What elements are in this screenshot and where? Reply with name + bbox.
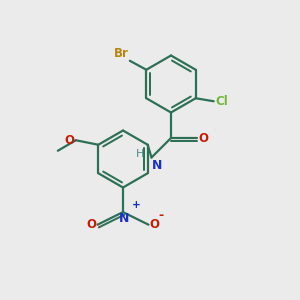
Text: N: N [152,159,162,172]
Text: O: O [198,131,208,145]
Text: O: O [64,134,74,147]
Text: O: O [149,218,159,231]
Text: H: H [136,149,144,159]
Text: N: N [118,212,129,225]
Text: +: + [131,200,140,210]
Text: O: O [86,218,96,231]
Text: -: - [158,209,163,222]
Text: Br: Br [113,47,128,60]
Text: Cl: Cl [215,95,228,108]
